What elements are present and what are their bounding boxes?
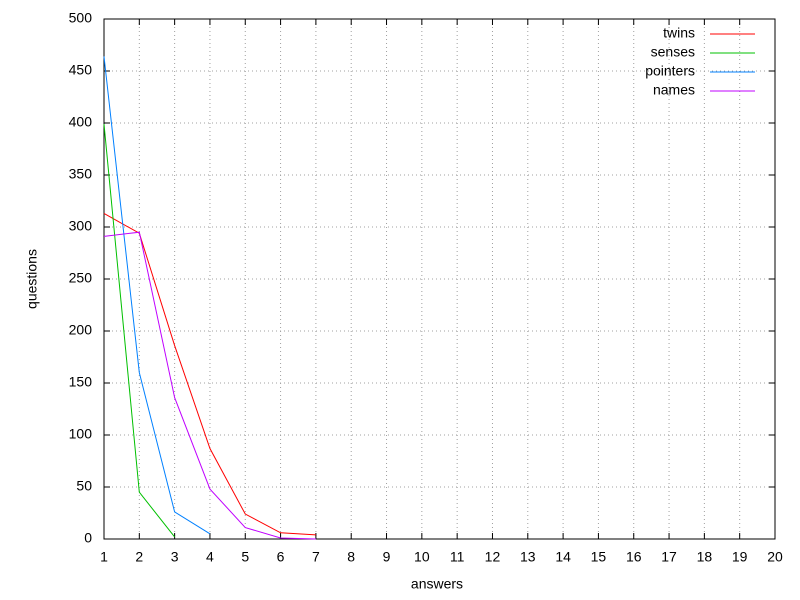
y-tick-label: 400 [69,114,93,130]
y-tick-label: 100 [69,426,93,442]
x-tick-label: 9 [383,549,391,565]
x-axis-label: answers [411,576,463,592]
y-tick-label: 350 [69,166,93,182]
y-tick-label: 250 [69,270,93,286]
plot-border [103,18,776,540]
y-tick-label: 500 [69,10,93,26]
x-tick-label: 11 [450,549,465,565]
legend-label: senses [651,44,695,60]
x-tick-label: 5 [241,549,249,565]
y-tick-label: 0 [84,530,92,546]
x-tick-label: 8 [347,549,355,565]
x-tick-label: 7 [312,549,320,565]
data-line [103,123,176,538]
y-tick-label: 50 [76,478,92,494]
legend-label: names [653,82,695,98]
x-tick-label: 18 [697,549,713,565]
legend-label: twins [663,25,695,41]
x-tick-label: 2 [135,549,143,565]
y-tick-label: 200 [69,322,93,338]
data-line [103,231,316,540]
y-tick-label: 300 [69,218,93,234]
legend-label: pointers [645,63,695,79]
x-tick-label: 12 [485,549,501,565]
x-tick-label: 17 [661,549,677,565]
x-tick-label: 6 [277,549,285,565]
x-tick-label: 15 [591,549,607,565]
data-line [103,56,211,535]
x-tick-label: 3 [171,549,179,565]
x-tick-label: 20 [767,549,783,565]
x-tick-label: 10 [414,549,430,565]
y-tick-label: 150 [69,374,93,390]
x-tick-label: 19 [732,549,748,565]
x-tick-label: 1 [100,549,108,565]
x-tick-label: 14 [555,549,571,565]
y-axis-label: questions [24,249,40,309]
x-tick-label: 16 [626,549,642,565]
y-tick-label: 450 [69,62,93,78]
x-tick-label: 4 [206,549,214,565]
x-tick-label: 13 [520,549,536,565]
